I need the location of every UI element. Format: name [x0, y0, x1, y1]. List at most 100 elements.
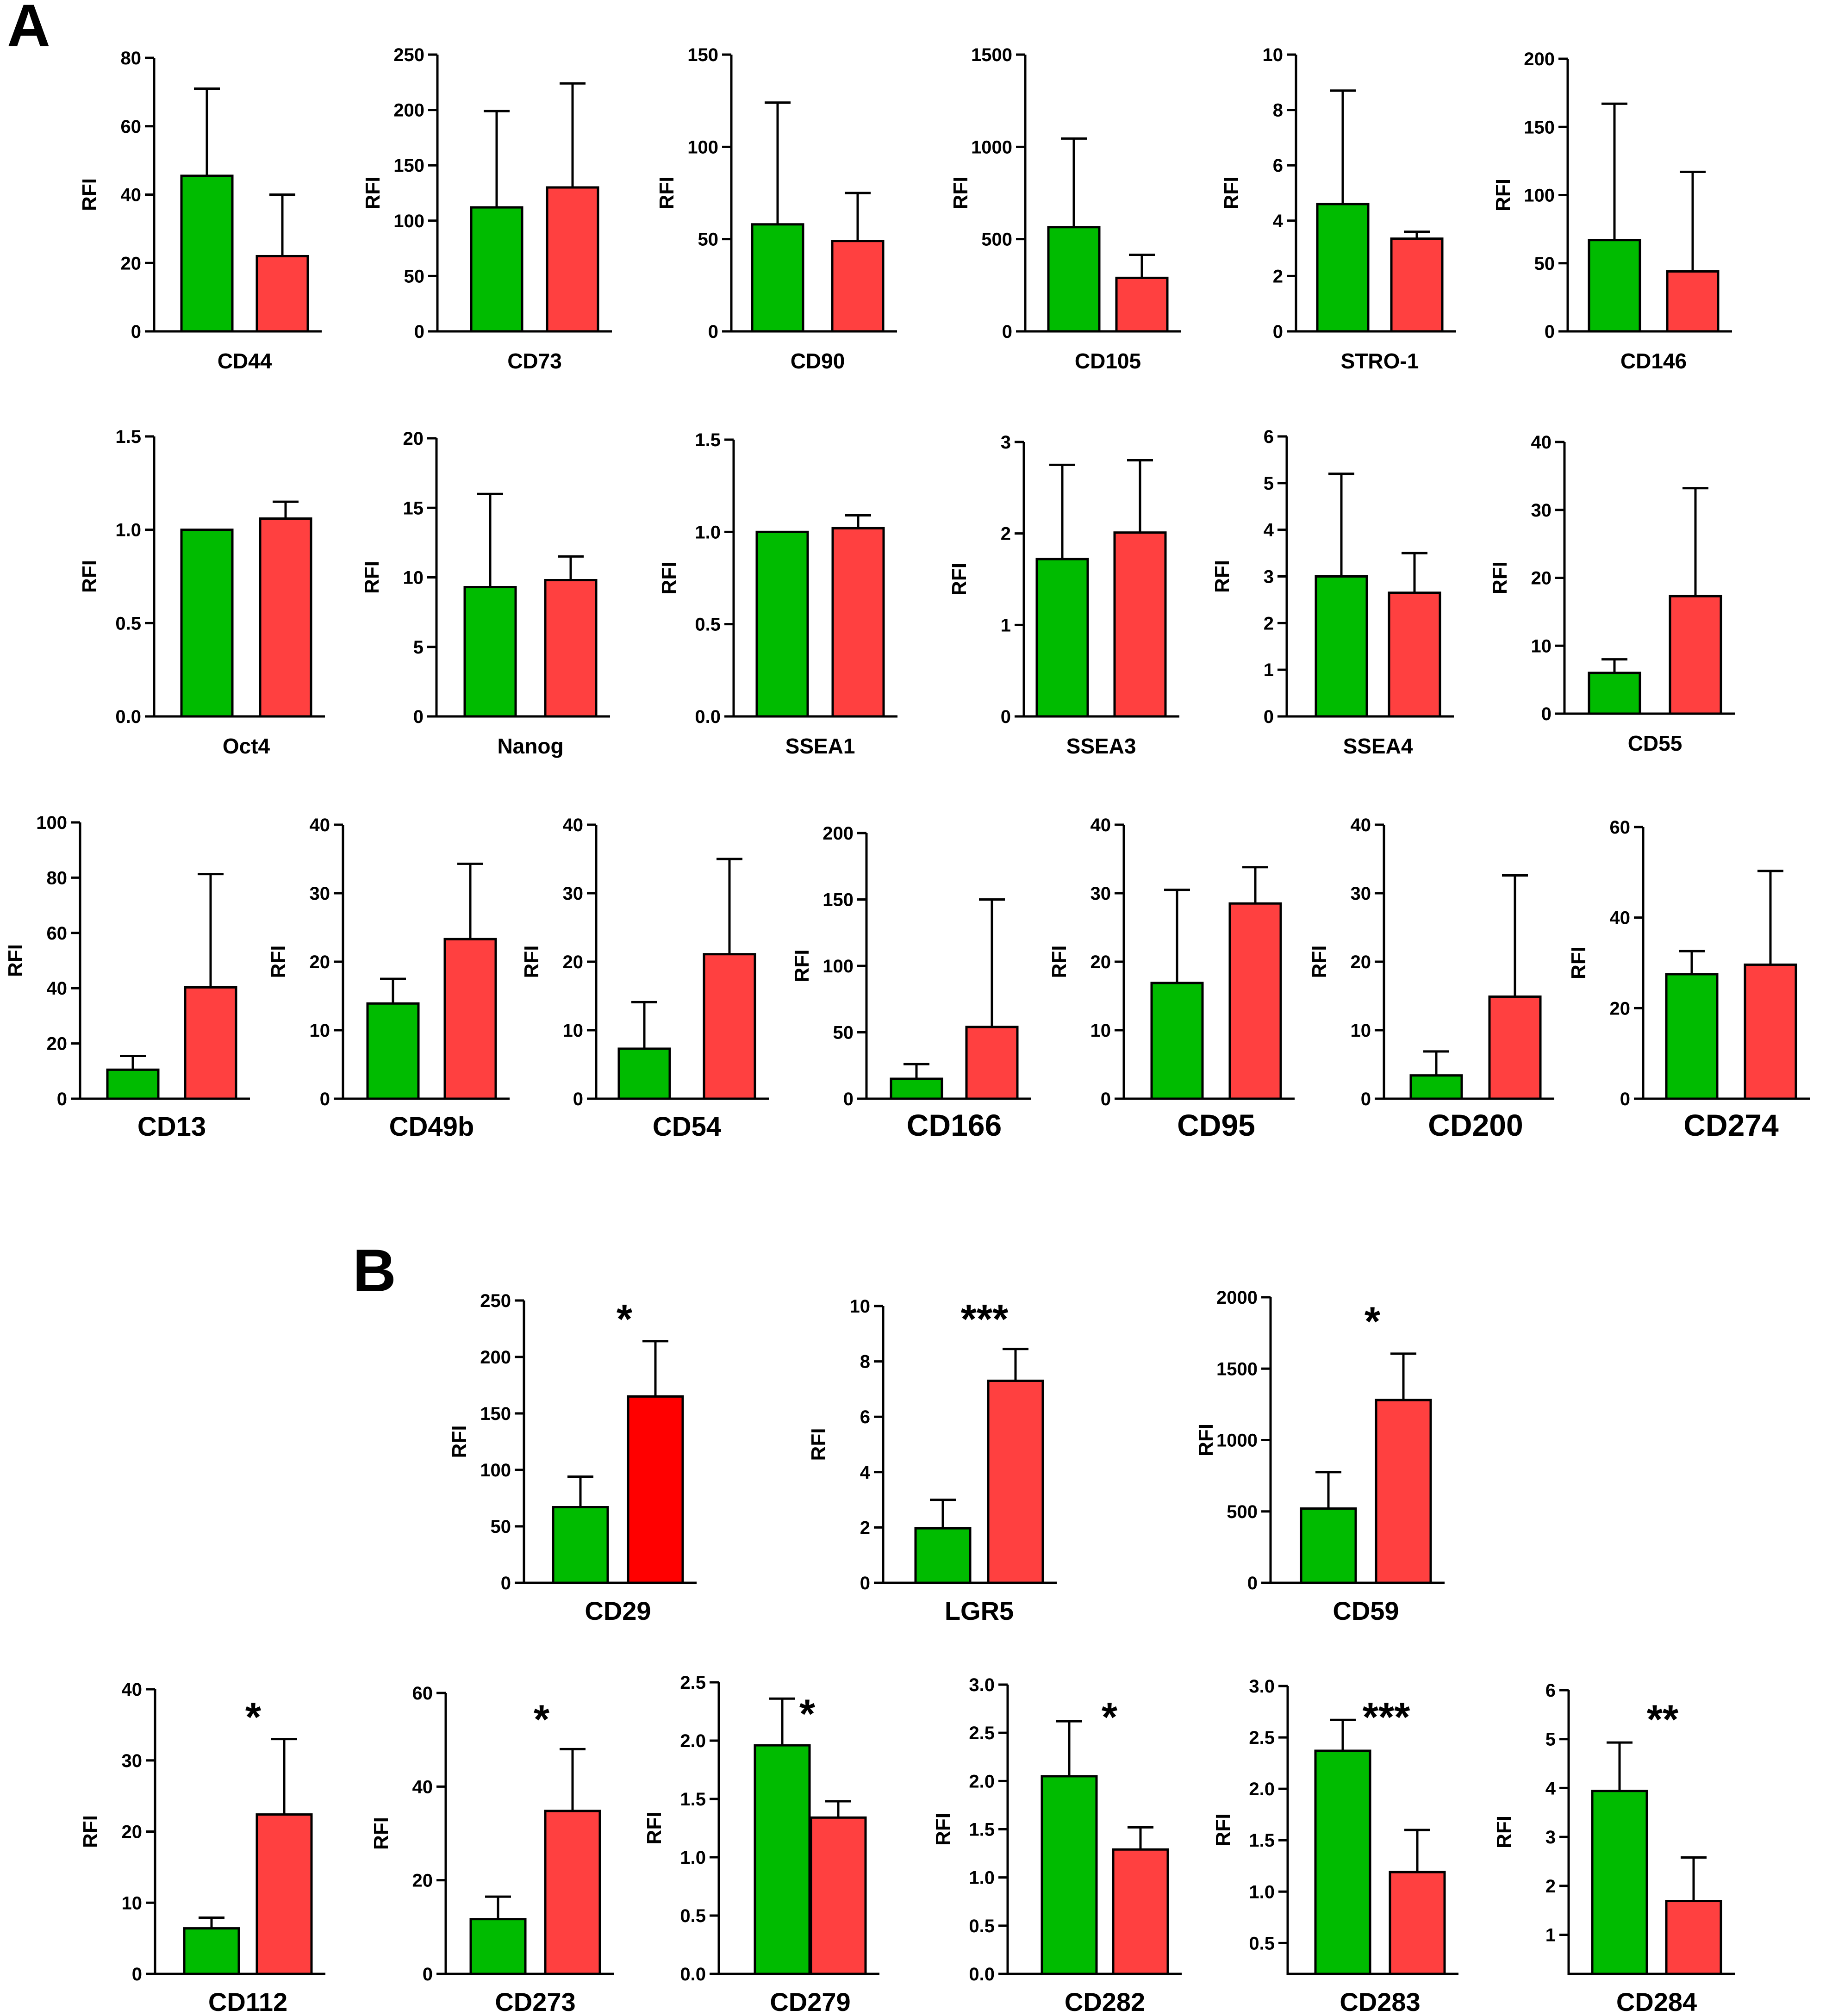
chart-title: CD55: [1628, 731, 1682, 755]
bar-group1: [1047, 226, 1101, 333]
chart-cd112: 0 10 20 30 40 RFI CD112 *: [79, 1680, 325, 2016]
bar-group2: [1669, 595, 1722, 715]
y-tick-label: 40: [121, 185, 142, 205]
bar-group2: [1744, 963, 1797, 1100]
y-tick-label: 100: [687, 137, 718, 157]
y-tick-label: 0.0: [969, 1964, 995, 1985]
y-tick-label: 4: [1273, 211, 1284, 231]
bar-group1: [1665, 973, 1719, 1100]
y-tick-label: 1.5: [1249, 1830, 1275, 1851]
chart-title: CD95: [1177, 1108, 1255, 1142]
bar-group1: [469, 1918, 527, 1975]
y-tick-label: 1500: [971, 45, 1012, 65]
chart-title: CD59: [1333, 1596, 1399, 1625]
bar-group2: [831, 240, 885, 333]
bar-group1: [617, 1047, 671, 1100]
bar-group2: [259, 517, 312, 718]
y-tick-label: 0.0: [695, 707, 721, 727]
y-tick-label: 50: [491, 1517, 511, 1537]
chart-ssea4: 0 1 2 3 4 5 6 RFI SSEA4: [1211, 427, 1454, 758]
chart-title: CD273: [495, 1987, 575, 2016]
bar-group1: [1150, 982, 1204, 1100]
charts-container: 020406080RFICD44050100150200250RFICD7305…: [4, 45, 1810, 2016]
y-tick-label: 1.5: [969, 1820, 995, 1840]
bar-group2: [1375, 1399, 1432, 1584]
y-axis-title: RFI: [1492, 179, 1514, 212]
chart-title: CD166: [907, 1108, 1002, 1142]
chart-cd54: 0 10 20 30 40 RFI CD54: [520, 815, 769, 1142]
y-tick-label: 0: [1273, 322, 1283, 342]
y-tick-label: 0: [423, 1964, 433, 1985]
bar-group1: [1300, 1507, 1357, 1584]
bar-group1: [180, 529, 234, 718]
bar-group1: [552, 1506, 609, 1584]
bar-group2: [1666, 270, 1720, 333]
bar-group1: [1588, 672, 1641, 715]
y-tick-label: 0: [132, 1964, 142, 1985]
y-tick-label: 2: [1264, 613, 1274, 634]
chart-cd73: 0 50 100 150 200 250 RFI CD73: [361, 45, 612, 373]
y-tick-label: 2: [860, 1518, 870, 1538]
bar-group1: [180, 174, 234, 333]
chart-title: CD200: [1428, 1108, 1523, 1142]
chart-stro-1: 0 2 4 6 8 10 RFI STRO-1: [1220, 45, 1456, 373]
y-tick-label: 5: [1264, 473, 1274, 494]
bar-group2: [1488, 995, 1542, 1100]
y-tick-label: 4: [1545, 1778, 1556, 1798]
chart-cd200: 0 10 20 30 40 RFI CD200: [1308, 815, 1554, 1142]
chart-title: CD112: [208, 1987, 287, 2016]
y-tick-label: 60: [47, 923, 68, 944]
y-axis-title: RFI: [655, 177, 678, 210]
y-tick-label: 30: [122, 1751, 143, 1771]
y-axis-title: RFI: [448, 1425, 471, 1458]
y-tick-label: 5: [1545, 1730, 1556, 1750]
y-tick-label: 30: [310, 884, 330, 904]
chart-cd13: 0 20 40 60 80 100 RFI CD13: [4, 813, 250, 1142]
y-axis-title: RFI: [807, 1428, 830, 1461]
bar-group2: [544, 579, 598, 718]
y-axis-title: RFI: [1220, 177, 1243, 210]
y-tick-label: 6: [1545, 1680, 1556, 1701]
bar-group2: [1112, 1848, 1169, 1975]
y-axis-title: RFI: [1195, 1424, 1217, 1456]
y-tick-label: 150: [393, 156, 424, 176]
y-tick-label: 2.0: [1249, 1779, 1275, 1799]
y-tick-label: 200: [480, 1347, 511, 1368]
chart-title: STRO-1: [1341, 349, 1419, 373]
bar-group2: [1665, 1900, 1722, 1975]
y-tick-label: 20: [563, 952, 584, 972]
y-axis-title: RFI: [78, 560, 101, 593]
significance-marker: *: [1102, 1694, 1118, 1740]
y-tick-label: 0: [1264, 707, 1274, 727]
chart-title: SSEA1: [785, 734, 855, 758]
y-tick-label: 80: [121, 48, 142, 68]
y-axis-title: RFI: [791, 950, 813, 983]
y-tick-label: 30: [1090, 884, 1111, 904]
y-axis-title: RFI: [78, 178, 101, 211]
chart-nanog: 0 5 10 15 20 RFI Nanog: [361, 429, 610, 758]
y-tick-label: 40: [122, 1680, 143, 1700]
y-tick-label: 0.5: [1249, 1933, 1275, 1954]
y-tick-label: 0: [1545, 322, 1555, 342]
y-tick-label: 10: [563, 1020, 584, 1041]
y-tick-label: 0.5: [680, 1906, 706, 1926]
y-tick-label: 100: [480, 1460, 511, 1481]
y-tick-label: 30: [1351, 884, 1371, 904]
y-tick-label: 30: [563, 884, 584, 904]
bar-group2: [703, 953, 756, 1100]
y-tick-label: 100: [823, 956, 854, 977]
y-tick-label: 4: [1264, 520, 1274, 541]
y-tick-label: 100: [393, 211, 424, 231]
y-tick-label: 4: [860, 1462, 871, 1483]
bar-group1: [755, 530, 809, 718]
bar-group1: [1035, 558, 1089, 718]
y-tick-label: 3.0: [1249, 1676, 1275, 1697]
y-tick-label: 40: [412, 1777, 433, 1797]
chart-title: CD49b: [389, 1112, 474, 1142]
y-tick-label: 1.0: [680, 1848, 706, 1868]
y-tick-label: 3.0: [969, 1675, 995, 1695]
bar-group1: [470, 206, 523, 333]
y-tick-label: 500: [1227, 1502, 1258, 1522]
y-tick-label: 40: [563, 815, 584, 835]
bar-group2: [1228, 902, 1282, 1100]
